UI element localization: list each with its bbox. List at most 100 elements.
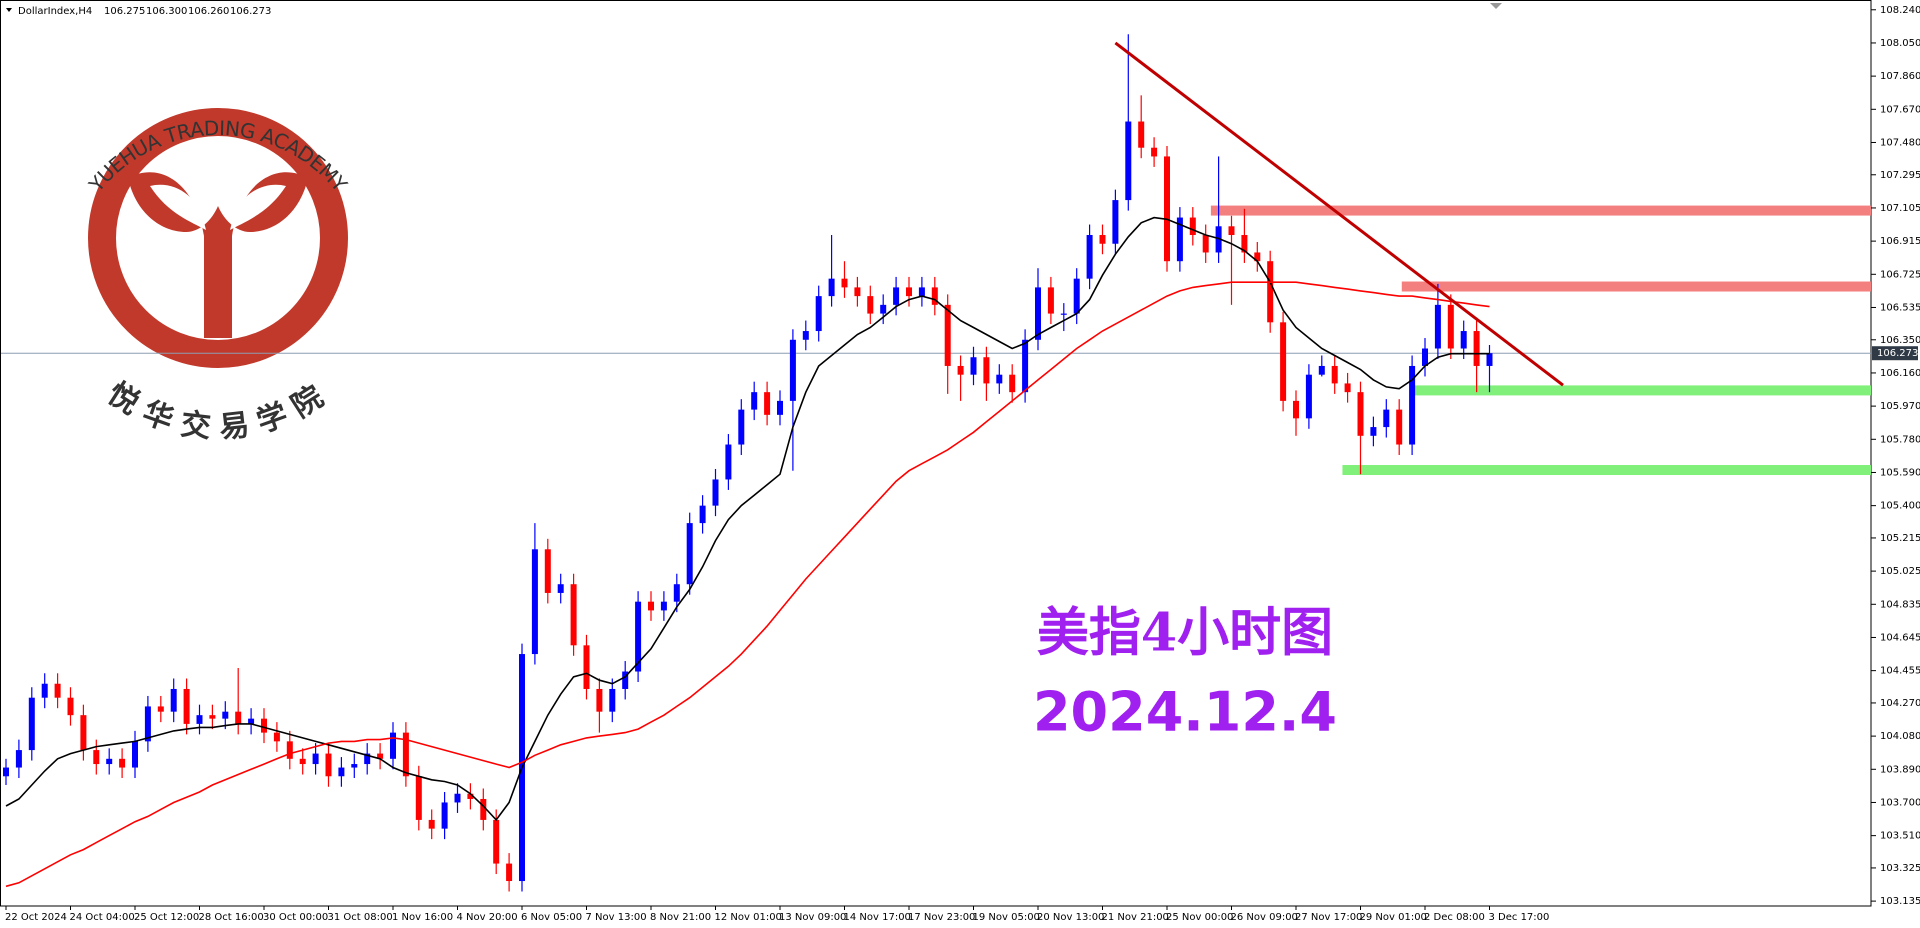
candle-body xyxy=(583,645,590,689)
candle-body xyxy=(1164,156,1170,262)
candle-body xyxy=(15,750,22,768)
candle-body xyxy=(415,776,422,820)
candle-body xyxy=(1422,348,1428,366)
candle-body xyxy=(1460,331,1467,349)
x-tick-label: 4 Nov 20:00 xyxy=(457,912,518,923)
candle-body xyxy=(1009,374,1016,393)
candle-body xyxy=(1112,200,1119,244)
candle-body xyxy=(441,802,448,829)
candle-body xyxy=(1267,261,1274,323)
x-tick-label: 6 Nov 05:00 xyxy=(521,912,582,923)
x-tick-label: 12 Nov 01:00 xyxy=(715,912,782,923)
header-high: 106.300 xyxy=(146,6,187,17)
y-tick-label: 108.240 xyxy=(1880,5,1920,16)
candle-body xyxy=(906,287,912,297)
candle-body xyxy=(673,584,680,602)
candle-body xyxy=(364,753,371,765)
candle-body xyxy=(1151,147,1158,157)
header-open: 106.275 xyxy=(104,6,145,17)
candle-body xyxy=(196,715,203,724)
candle-body xyxy=(777,400,783,415)
candle-body xyxy=(738,409,745,445)
y-tick-label: 107.670 xyxy=(1880,104,1920,115)
candle-body xyxy=(338,767,345,777)
candle-body xyxy=(1241,235,1248,253)
overlay xyxy=(5,41,1564,888)
annotation-title: 美指4小时图 xyxy=(1037,603,1333,664)
candle-body xyxy=(699,505,706,524)
candle-body xyxy=(622,671,629,689)
candle-body xyxy=(1047,287,1054,314)
candle-body xyxy=(1486,353,1493,366)
price-label: 106.273 xyxy=(1877,348,1918,359)
candle-body xyxy=(957,365,964,375)
candle-body xyxy=(377,753,384,759)
y-tick-label: 105.025 xyxy=(1880,566,1920,577)
candle-body xyxy=(1318,365,1325,375)
candle-body xyxy=(880,304,887,314)
candle-body xyxy=(996,374,1003,384)
candle-body xyxy=(480,798,487,820)
candle-body xyxy=(764,392,771,415)
x-tick-label: 20 Nov 13:00 xyxy=(1037,912,1104,923)
candle-body xyxy=(635,601,642,672)
y-tick-label: 103.890 xyxy=(1880,764,1920,775)
logo-emblem-cut xyxy=(150,184,206,230)
x-tick-label: 14 Nov 17:00 xyxy=(844,912,911,923)
logo-emblem xyxy=(128,172,308,338)
y-tick-label: 103.510 xyxy=(1880,831,1920,842)
x-tick-label: 31 Oct 08:00 xyxy=(328,912,393,923)
candle-body xyxy=(1073,278,1080,314)
candle-body xyxy=(1383,409,1390,428)
y-tick-label: 105.780 xyxy=(1880,434,1920,445)
candle-body xyxy=(1473,331,1480,366)
y-tick-label: 105.215 xyxy=(1880,533,1920,544)
x-tick-label: 7 Nov 13:00 xyxy=(586,912,647,923)
y-tick-label: 106.725 xyxy=(1880,269,1920,280)
candle-body xyxy=(3,767,9,777)
y-tick-label: 107.295 xyxy=(1880,170,1920,181)
x-tick-label: 28 Oct 16:00 xyxy=(199,912,264,923)
y-tick-label: 104.835 xyxy=(1880,599,1920,610)
level-zone xyxy=(1410,385,1871,396)
candle-body xyxy=(828,278,835,297)
candle-body xyxy=(351,764,358,768)
candle-body xyxy=(1447,304,1454,349)
candle-body xyxy=(1176,217,1183,262)
y-tick-label: 107.105 xyxy=(1880,203,1920,214)
candle-body xyxy=(402,732,409,777)
candle-body xyxy=(983,357,990,384)
candle-body xyxy=(299,758,306,765)
x-tick-label: 30 Oct 00:00 xyxy=(263,912,328,923)
x-tick-label: 17 Nov 23:00 xyxy=(908,912,975,923)
candle-body xyxy=(286,741,293,759)
candle-body xyxy=(170,688,177,712)
x-tick-label: 25 Oct 12:00 xyxy=(134,912,199,923)
y-tick-label: 108.050 xyxy=(1880,38,1920,49)
candle-body xyxy=(132,741,138,768)
plot-area xyxy=(1,34,1871,892)
x-tick-label: 2 Dec 08:00 xyxy=(1424,912,1485,923)
y-tick-label: 106.160 xyxy=(1880,368,1920,379)
candle-body xyxy=(261,718,267,733)
candle-body xyxy=(1035,287,1041,340)
x-tick-label: 13 Nov 09:00 xyxy=(779,912,846,923)
candle-body xyxy=(712,479,719,506)
x-tick-label: 29 Nov 01:00 xyxy=(1360,912,1427,923)
candle-body xyxy=(609,688,616,712)
candle-body xyxy=(1125,121,1132,201)
candle-body xyxy=(1344,383,1351,393)
level-zone xyxy=(1401,281,1871,292)
candle-body xyxy=(80,715,87,751)
x-tick-label: 24 Oct 04:00 xyxy=(70,912,135,923)
candle-body xyxy=(893,287,900,305)
candle-body xyxy=(312,753,319,765)
candle-body xyxy=(106,758,113,765)
candle-body xyxy=(531,549,538,655)
moving-average xyxy=(5,281,1490,888)
candle-body xyxy=(1409,365,1416,445)
moving-average xyxy=(5,216,1490,822)
